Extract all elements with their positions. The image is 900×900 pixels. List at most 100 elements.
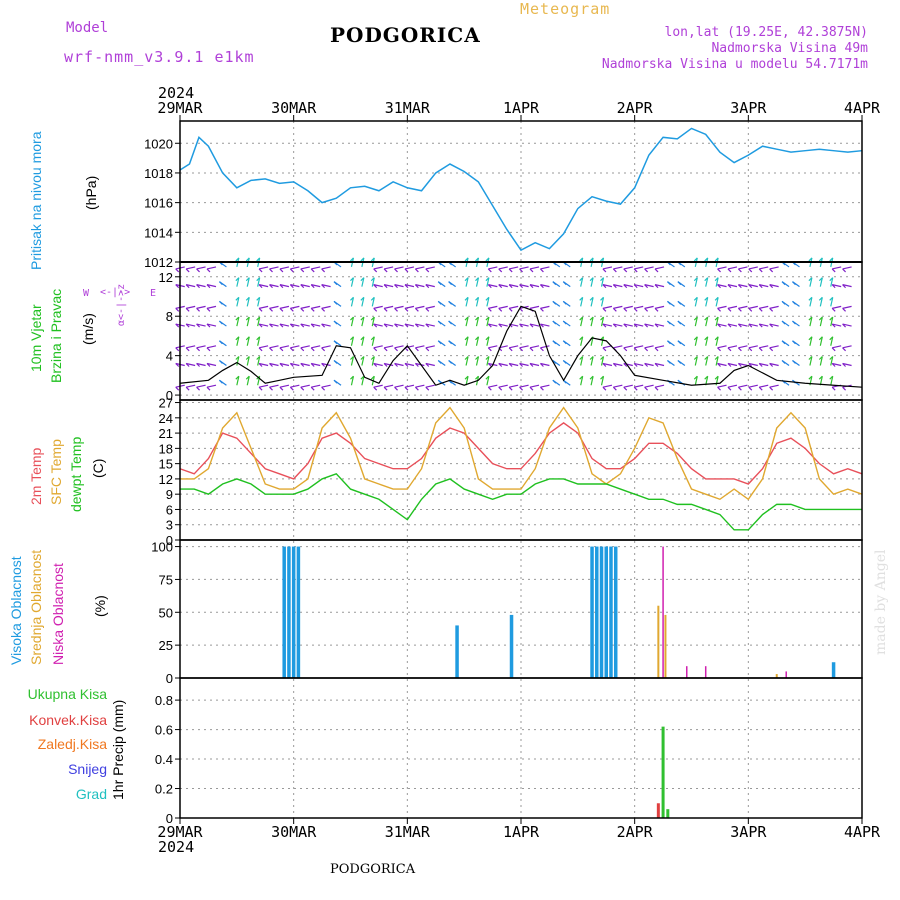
wind-arrow (279, 284, 290, 288)
wind-arrow (279, 323, 290, 327)
wind-arrow (311, 266, 321, 270)
wind-arrow (654, 284, 665, 288)
wind-arrow-head (218, 360, 223, 364)
wind-arrow (654, 362, 665, 367)
wind-arrow-head (245, 257, 250, 262)
wind-arrow-head (781, 340, 786, 345)
precip-bar (661, 726, 665, 818)
wind-arrow (404, 384, 415, 388)
wind-arrow (206, 284, 217, 288)
wind-arrow-head (360, 375, 365, 380)
wind-arrow-head (792, 300, 796, 305)
date-label-bottom: 3APR (730, 823, 767, 841)
wind-arrow-head (235, 375, 240, 380)
wind-arrow (602, 266, 613, 270)
wind-arrow (705, 297, 709, 307)
wind-arrow-head (414, 284, 419, 289)
wind-arrow-head (206, 284, 211, 289)
wind-arrow (394, 362, 404, 367)
wind-arrow (694, 316, 698, 327)
wind-arrow (759, 362, 769, 367)
date-label-top: 2APR (617, 99, 654, 117)
wind-arrow-head (602, 284, 607, 289)
wind-arrow-head (831, 284, 836, 289)
wind-arrow-head (333, 281, 338, 286)
wind-arrow-head (727, 347, 732, 352)
wind-arrow (236, 356, 240, 366)
wind-arrow-head (373, 386, 378, 391)
year-label-bottom: 2024 (158, 838, 195, 856)
wind-arrow-head (464, 296, 469, 301)
wind-arrow-head (539, 386, 544, 391)
wind-arrow-head (693, 296, 698, 301)
wind-arrow (644, 266, 654, 270)
wind-arrow (842, 266, 852, 270)
wind-arrow-head (579, 336, 584, 341)
date-label-top: 29MAR (157, 99, 203, 117)
wind-arrow (269, 345, 279, 349)
wind-arrow-head (321, 363, 326, 367)
y-tick-label: 0.6 (155, 723, 173, 738)
y-tick-label: 12 (159, 472, 173, 487)
wind-arrow (715, 297, 719, 307)
y-tick-label: 8 (166, 309, 173, 324)
wind-arrow-head (717, 307, 721, 312)
wind-arrow-head (693, 356, 698, 360)
wind-arrow (623, 284, 633, 288)
wind-arrow (488, 305, 498, 309)
wind-arrow-head (196, 268, 200, 273)
date-label-bottom: 4APR (844, 823, 881, 841)
wind-arrow (519, 384, 529, 388)
wind-arrow (498, 362, 508, 367)
wind-arrow (498, 305, 508, 309)
wind-arrow-head (321, 323, 326, 328)
wind-arrow (830, 297, 834, 307)
wind-arrow-head (829, 316, 834, 321)
wind-arrow-head (448, 281, 453, 286)
wind-arrow-head (310, 323, 315, 328)
wind-arrow (717, 323, 727, 327)
wind-arrow-head (842, 347, 847, 352)
wind-arrow-head (350, 316, 354, 321)
wind-arrow-head (818, 356, 823, 360)
wind-arrow (759, 323, 769, 327)
wind-arrow-head (394, 363, 398, 367)
wind-arrow-head (704, 257, 709, 262)
wind-arrow-head (360, 336, 365, 341)
wind-arrow-head (425, 268, 430, 273)
legend-konvek: Konvek.Kisa (29, 712, 107, 728)
wind-arrow-head (360, 316, 365, 321)
wind-arrow (246, 277, 250, 287)
wind-arrow-head (300, 363, 305, 367)
wind-arrow-head (414, 307, 419, 312)
wind-arrow (186, 323, 196, 327)
wind-arrow-head (589, 257, 594, 262)
wind-arrow-head (289, 347, 294, 352)
wind-arrow (290, 345, 300, 349)
wind-arrow (361, 316, 365, 327)
wind-arrow-head (654, 307, 659, 312)
wind-arrow-head (256, 316, 261, 321)
cloud-bar (775, 674, 778, 678)
wind-arrow-head (437, 300, 442, 305)
wind-arrow (769, 345, 779, 349)
wind-arrow (748, 305, 758, 309)
y-tick-label: 50 (159, 605, 173, 620)
wind-arrow-head (333, 300, 338, 305)
wind-arrow (196, 323, 206, 327)
wind-arrow-head (310, 347, 315, 352)
wind-arrow (394, 266, 404, 270)
wind-arrow (830, 356, 834, 366)
wind-arrow (361, 356, 365, 366)
wind-arrow (644, 284, 654, 288)
wind-arrow-head (552, 300, 557, 305)
wind-arrow-head (644, 307, 649, 312)
wind-arrow (529, 284, 540, 288)
wind-arrow-head (519, 323, 524, 328)
wind-arrow-head (600, 277, 604, 282)
wind-arrow-head (612, 323, 617, 328)
wind-arrow-head (633, 284, 638, 289)
wind-arrow-head (464, 356, 469, 360)
y-tick-label: 1014 (144, 225, 173, 240)
wind-arrow (498, 284, 508, 288)
